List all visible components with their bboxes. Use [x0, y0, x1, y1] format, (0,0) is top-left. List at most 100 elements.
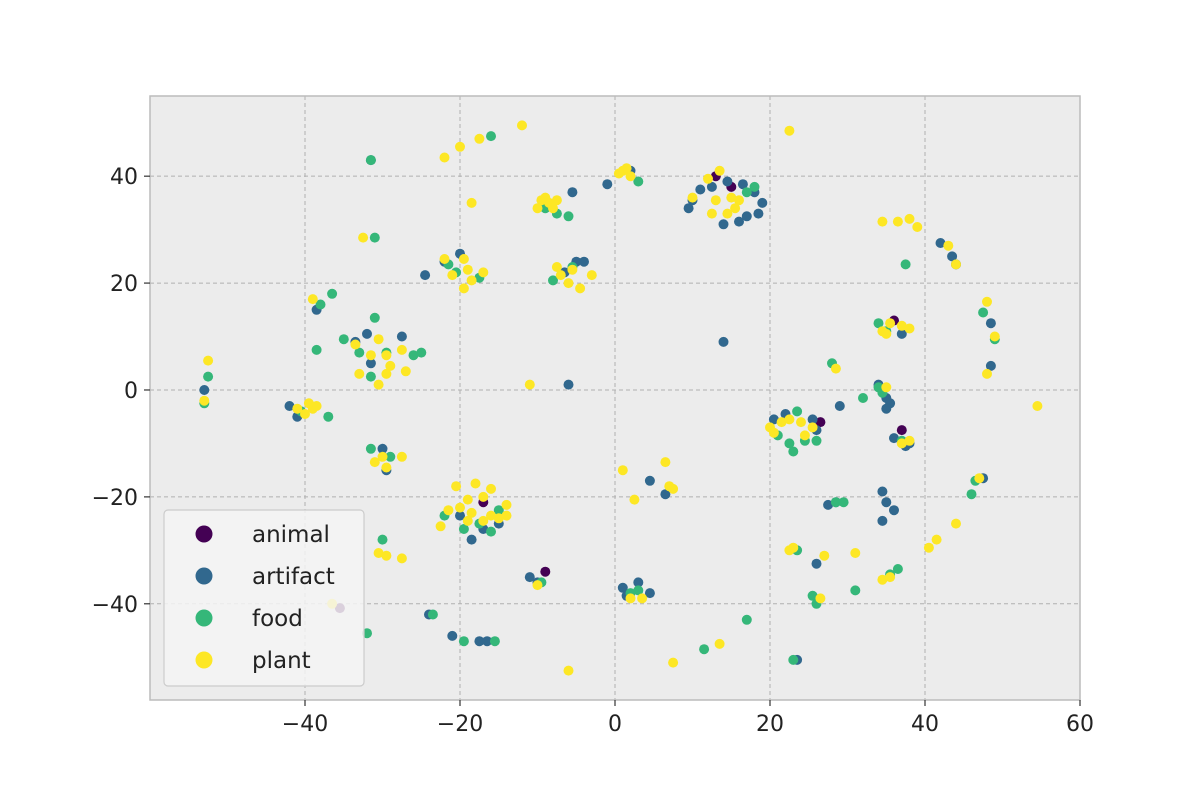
data-point	[396, 451, 407, 462]
data-point	[807, 590, 818, 601]
data-point	[699, 644, 710, 655]
data-point	[373, 379, 384, 390]
legend-marker-artifact	[195, 567, 213, 585]
data-point	[493, 513, 504, 524]
data-point	[644, 475, 655, 486]
data-point	[532, 203, 543, 214]
data-point	[633, 585, 644, 596]
data-point	[850, 585, 861, 596]
data-points	[199, 120, 1043, 676]
data-point	[811, 435, 822, 446]
data-point	[400, 366, 411, 377]
data-point	[904, 213, 915, 224]
data-point	[458, 636, 469, 647]
data-point	[303, 398, 314, 409]
data-point	[807, 414, 818, 425]
data-point	[435, 521, 446, 532]
data-point	[768, 427, 779, 438]
data-point	[396, 344, 407, 355]
legend-marker-plant	[195, 651, 213, 669]
x-tick-label: 20	[756, 712, 784, 737]
data-point	[896, 425, 907, 436]
data-point	[408, 350, 419, 361]
data-point	[203, 371, 214, 382]
data-point	[974, 473, 985, 484]
data-point	[524, 379, 535, 390]
data-point	[714, 638, 725, 649]
data-point	[427, 609, 438, 620]
data-point	[889, 505, 899, 516]
data-point	[982, 368, 992, 379]
data-point	[951, 259, 961, 270]
data-point	[458, 524, 469, 534]
data-point	[486, 131, 496, 142]
data-point	[567, 264, 578, 275]
data-point	[466, 275, 477, 286]
data-point	[722, 176, 733, 187]
data-point	[373, 334, 384, 345]
data-point	[668, 657, 679, 668]
data-point	[462, 264, 473, 275]
data-point	[706, 181, 717, 192]
data-point	[451, 481, 462, 492]
data-point	[540, 566, 551, 577]
data-point	[613, 168, 624, 179]
data-point	[478, 491, 489, 502]
data-point	[668, 483, 679, 494]
data-point	[966, 489, 977, 500]
data-point	[486, 526, 496, 537]
data-point	[796, 417, 806, 428]
data-point	[311, 401, 322, 411]
data-point	[602, 179, 613, 190]
data-point	[617, 465, 628, 476]
data-point	[563, 211, 574, 222]
data-point	[307, 294, 318, 305]
data-point	[881, 328, 892, 339]
data-point	[633, 176, 644, 187]
x-tick-label: 60	[1066, 712, 1094, 737]
data-point	[617, 582, 628, 593]
data-point	[354, 368, 365, 379]
data-point	[199, 395, 210, 406]
data-point	[381, 550, 392, 561]
data-point	[362, 328, 372, 339]
data-point	[815, 593, 826, 604]
data-point	[532, 580, 543, 591]
data-point	[985, 360, 996, 371]
legend-label-food: food	[252, 606, 303, 632]
data-point	[757, 197, 768, 208]
data-point	[784, 125, 795, 136]
data-point	[823, 499, 834, 510]
data-point	[517, 120, 527, 131]
data-point	[753, 208, 764, 219]
data-point	[749, 181, 760, 192]
data-point	[284, 401, 295, 411]
data-point	[474, 636, 485, 647]
data-point	[369, 312, 380, 323]
legend-marker-animal	[195, 525, 213, 543]
data-point	[455, 502, 465, 513]
data-point	[834, 401, 845, 411]
data-point	[563, 278, 574, 289]
data-point	[873, 318, 884, 329]
data-point	[904, 435, 915, 446]
data-point	[466, 197, 477, 208]
data-point	[633, 577, 644, 588]
data-point	[877, 515, 888, 526]
data-point	[575, 283, 586, 294]
data-point	[323, 411, 334, 422]
data-point	[788, 654, 799, 665]
data-point	[385, 360, 396, 371]
data-point	[838, 497, 849, 508]
data-point	[443, 505, 454, 516]
data-point	[625, 171, 636, 182]
data-point	[892, 564, 903, 574]
data-point	[985, 318, 996, 329]
data-point	[420, 270, 431, 281]
data-point	[199, 385, 210, 395]
data-point	[551, 262, 562, 272]
data-point	[943, 240, 954, 251]
x-tick-label: −40	[282, 712, 328, 737]
data-point	[989, 331, 1000, 342]
data-point	[819, 550, 830, 561]
